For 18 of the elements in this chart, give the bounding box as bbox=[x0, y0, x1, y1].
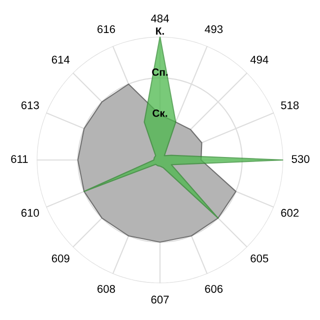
y-tick-label: К. bbox=[156, 27, 164, 35]
spoke-label: 518 bbox=[281, 101, 299, 110]
spoke-label: 493 bbox=[204, 25, 223, 34]
spoke-label: 484 bbox=[150, 14, 169, 22]
spoke-label: 613 bbox=[21, 101, 39, 110]
spoke-label: 616 bbox=[98, 25, 115, 34]
spoke-label: 611 bbox=[11, 155, 28, 163]
spoke-label: 602 bbox=[281, 208, 299, 217]
spoke-label: 494 bbox=[250, 56, 268, 64]
spoke-label: 530 bbox=[292, 155, 310, 163]
spoke-label: 607 bbox=[151, 296, 169, 304]
spoke-label: 608 bbox=[98, 284, 115, 293]
spoke-label: 614 bbox=[52, 56, 70, 64]
spoke-label: 605 bbox=[250, 254, 268, 262]
spoke-label: 610 bbox=[21, 208, 39, 217]
y-tick-label: Ск. bbox=[152, 110, 168, 117]
spoke-label: 609 bbox=[52, 254, 70, 262]
spoke-label: 606 bbox=[205, 284, 223, 293]
